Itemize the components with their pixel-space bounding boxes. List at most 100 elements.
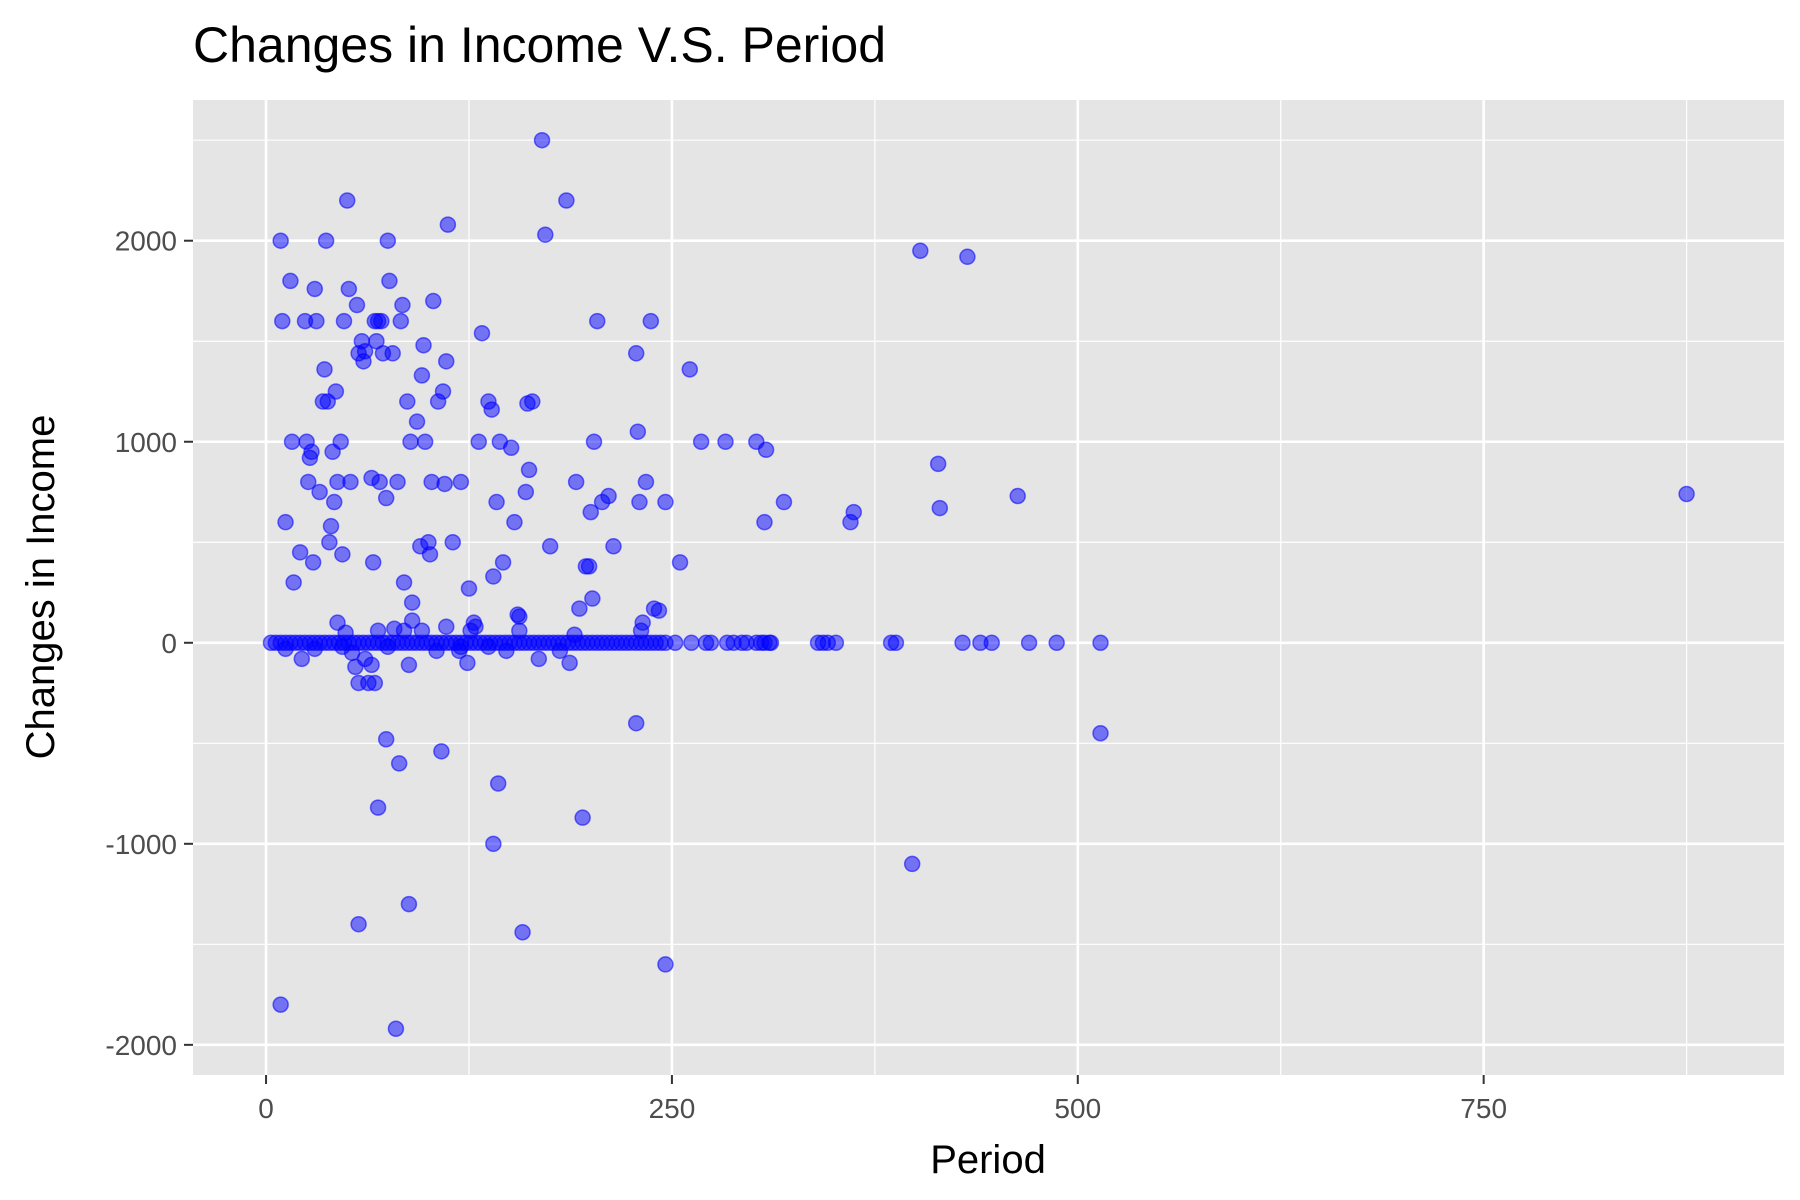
data-point [671, 554, 689, 571]
data-point [511, 622, 528, 639]
data-point [775, 493, 793, 511]
data-point [306, 640, 324, 658]
data-point [632, 622, 650, 639]
data-point [460, 580, 478, 597]
data-point [421, 546, 439, 563]
data-point [285, 574, 302, 591]
data-point [381, 272, 398, 290]
data-point [340, 280, 358, 298]
data-point [551, 642, 569, 660]
data-point [366, 674, 384, 692]
data-point [585, 433, 603, 451]
data-point [373, 312, 390, 330]
data-point [929, 455, 947, 473]
y-tick-label: -1000 [105, 829, 177, 860]
data-point [627, 714, 645, 732]
data-point [561, 654, 578, 672]
data-point [485, 568, 502, 585]
data-point [338, 192, 356, 209]
data-point [293, 650, 311, 668]
data-point [498, 642, 515, 660]
data-point [912, 242, 929, 260]
data-point [683, 634, 700, 652]
data-point [627, 345, 645, 362]
data-point [692, 433, 710, 451]
data-point [541, 538, 559, 555]
data-point [762, 634, 780, 652]
data-point [402, 433, 419, 451]
data-point [392, 312, 410, 330]
data-point [403, 612, 421, 629]
data-point [438, 618, 455, 635]
data-point [524, 393, 541, 410]
data-point [277, 513, 294, 531]
data-point [827, 634, 845, 652]
data-point [574, 809, 591, 826]
data-point [399, 393, 416, 410]
data-point [1678, 485, 1695, 503]
data-point [629, 423, 647, 440]
data-point [537, 226, 554, 243]
data-point [274, 312, 291, 330]
data-point [379, 638, 397, 656]
data-point [1020, 634, 1038, 652]
data-point [350, 915, 367, 933]
data-point [283, 433, 301, 451]
data-point [425, 292, 442, 310]
data-point [657, 493, 674, 511]
data-point [311, 483, 328, 501]
data-point [756, 513, 773, 531]
data-point [439, 216, 457, 233]
data-point [291, 544, 309, 561]
data-point [571, 600, 588, 617]
data-point [657, 956, 674, 973]
data-point [371, 473, 388, 491]
data-point [558, 192, 575, 209]
x-tick-label: 0 [258, 1093, 274, 1124]
data-point [489, 775, 507, 792]
data-point [530, 650, 548, 668]
data-point [395, 574, 413, 591]
data-point [717, 433, 734, 451]
x-axis-title: Period [930, 1138, 1046, 1182]
data-point [282, 272, 299, 290]
data-point [681, 361, 699, 378]
major-gridlines [193, 100, 1784, 1075]
data-point [959, 248, 976, 266]
data-point [377, 489, 395, 507]
data-point [931, 499, 949, 517]
data-point [631, 493, 648, 511]
y-tick-label: -2000 [105, 1030, 177, 1061]
data-point [387, 1020, 405, 1038]
data-point [377, 731, 395, 748]
data-point [438, 353, 455, 370]
data-point [1092, 634, 1109, 652]
data-point [903, 855, 921, 873]
data-point [369, 622, 387, 639]
data-point [400, 656, 418, 674]
data-point [459, 654, 476, 672]
data-point [533, 131, 551, 149]
data-point [389, 473, 406, 491]
data-point [363, 656, 380, 674]
data-point [506, 513, 523, 531]
data-point [642, 312, 660, 330]
data-point [702, 634, 720, 652]
y-axis-title: Changes in Income [19, 415, 63, 760]
data-point [413, 367, 431, 384]
data-point [1092, 724, 1109, 742]
data-point [277, 640, 294, 658]
x-axis: 0 250 500 750 [258, 1075, 1507, 1124]
data-point [416, 433, 434, 451]
data-point [520, 461, 538, 479]
data-point [845, 503, 863, 521]
data-point [470, 433, 487, 451]
data-point [954, 634, 971, 652]
data-point [485, 835, 502, 853]
data-point [1048, 634, 1065, 652]
x-tick-label: 500 [1054, 1093, 1101, 1124]
data-points [262, 131, 1695, 1038]
data-point [637, 473, 655, 491]
data-point [304, 554, 322, 571]
data-point [316, 361, 333, 378]
